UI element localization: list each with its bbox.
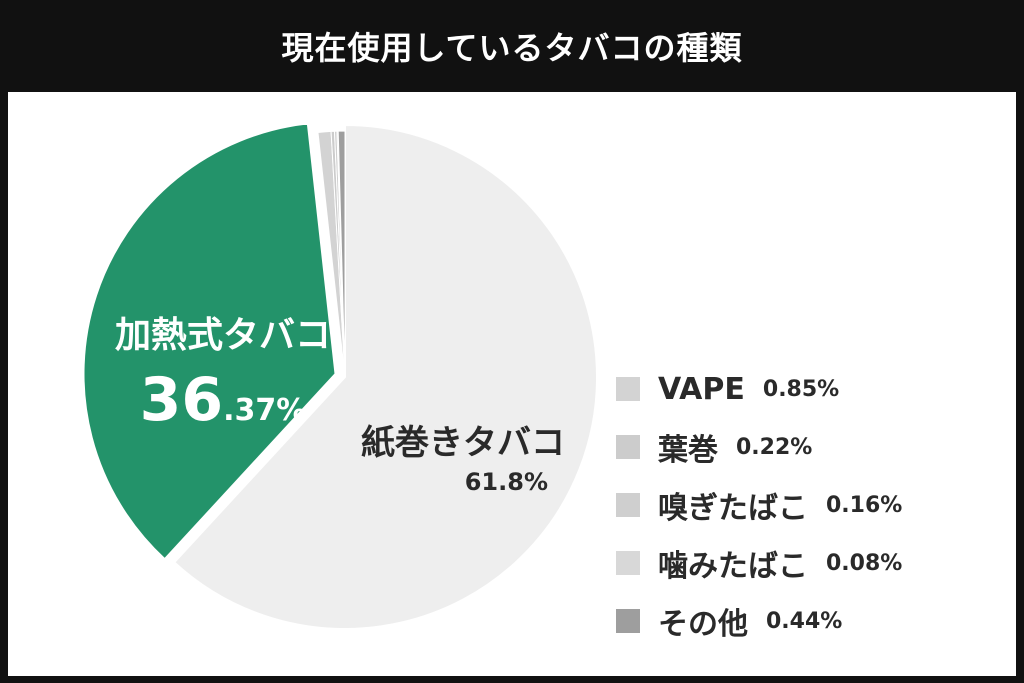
legend-value: 0.16% bbox=[826, 492, 903, 518]
title-bar: 現在使用しているタバコの種類 bbox=[0, 0, 1024, 92]
chart-panel: 加熱式タバコ 36.37% 紙巻きタバコ 61.8% VAPE 0.85% 葉巻 0.22%… bbox=[8, 92, 1016, 676]
legend-value: 0.22% bbox=[736, 434, 813, 460]
legend-item: VAPE 0.85% bbox=[616, 360, 902, 418]
legend-swatch bbox=[616, 377, 640, 401]
legend-label: 噛みたばこ bbox=[658, 549, 808, 584]
legend-label: 葉巻 bbox=[658, 433, 718, 468]
legend-swatch bbox=[616, 551, 640, 575]
legend-swatch bbox=[616, 493, 640, 517]
pie-slice-7 bbox=[337, 130, 346, 378]
chart-title: 現在使用しているタバコの種類 bbox=[281, 29, 743, 67]
cigarette-value: 61.8% bbox=[465, 468, 548, 496]
heated-tobacco-label: 加熱式タバコ bbox=[115, 315, 331, 356]
pie-slice-2 bbox=[82, 122, 337, 561]
legend-item: その他 0.44% bbox=[616, 592, 902, 650]
legend-item: 噛みたばこ 0.08% bbox=[616, 534, 902, 592]
legend-swatch bbox=[616, 435, 640, 459]
legend-label: その他 bbox=[658, 607, 748, 642]
legend-value: 0.85% bbox=[762, 376, 840, 402]
cigarette-label: 紙巻きタバコ bbox=[361, 423, 565, 463]
heated-tobacco-value: 36.37% bbox=[140, 365, 307, 435]
legend-label: VAPE bbox=[658, 371, 745, 407]
legend-swatch bbox=[616, 609, 640, 633]
legend: VAPE 0.85% 葉巻 0.22% 嗅ぎたばこ 0.16% 噛みたばこ 0.08% その他 0… bbox=[616, 360, 902, 650]
legend-value: 0.08% bbox=[826, 550, 903, 576]
pie-slice-1 bbox=[172, 123, 598, 630]
legend-item: 葉巻 0.22% bbox=[616, 418, 902, 476]
legend-item: 嗅ぎたばこ 0.16% bbox=[616, 476, 902, 534]
legend-value: 0.44% bbox=[766, 608, 843, 634]
legend-label: 嗅ぎたばこ bbox=[658, 491, 808, 526]
pie-chart: 加熱式タバコ 36.37% 紙巻きタバコ 61.8% bbox=[82, 122, 598, 630]
